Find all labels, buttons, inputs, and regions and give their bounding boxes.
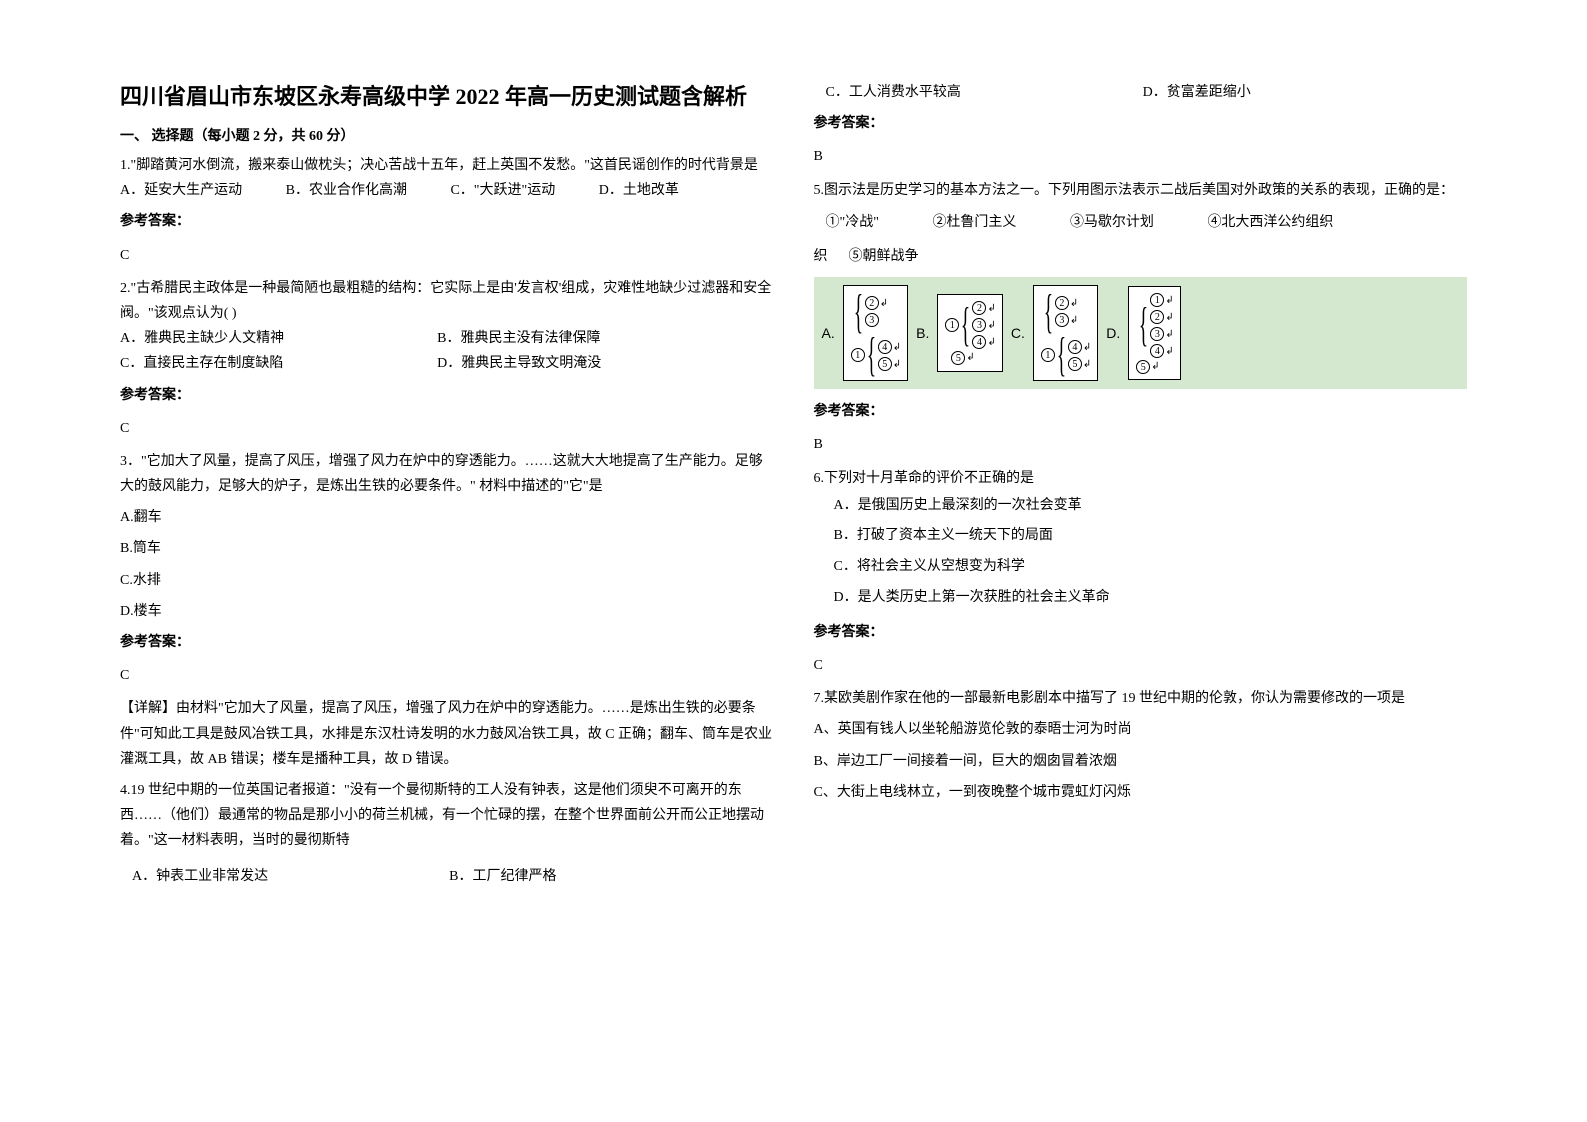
q1-options: A．延安大生产运动 B．农业合作化高潮 C．"大跃进"运动 D．土地改革 <box>120 178 774 203</box>
q1-opt-d: D．土地改革 <box>599 178 679 203</box>
q6-opt-d: D．是人类历史上第一次获胜的社会主义革命 <box>834 583 1468 614</box>
q6-stem: 6.下列对十月革命的评价不正确的是 <box>814 466 1468 491</box>
q5-answer: B <box>814 432 1468 457</box>
q5-diagram-d: {1↲2↲3↲4↲ 5↲ <box>1128 286 1180 380</box>
right-column: C．工人消费水平较高 D．贫富差距缩小 参考答案： B 5.图示法是历史学习的基… <box>794 80 1488 1082</box>
q3-explain: 【详解】由材料"它加大了风量，提高了风压，增强了风力在炉中的穿透能力。……是炼出… <box>120 696 774 772</box>
q7-opt-c: C、大街上电线林立，一到夜晚整个城市霓虹灯闪烁 <box>814 780 1468 805</box>
q4-stem: 4.19 世纪中期的一位英国记者报道："没有一个曼彻斯特的工人没有钟表，这是他们… <box>120 778 774 854</box>
q2-answer-label: 参考答案： <box>120 383 774 408</box>
q6-opt-c: C．将社会主义从空想变为科学 <box>834 552 1468 583</box>
q2-opt-c: C．直接民主存在制度缺陷 <box>120 351 434 376</box>
q5-answer-label: 参考答案： <box>814 399 1468 424</box>
q5-label-a: A. <box>822 325 835 341</box>
q4-answer: B <box>814 144 1468 169</box>
q1-stem: 1."脚踏黄河水倒流，搬来泰山做枕头；决心苦战十五年，赶上英国不发愁。"这首民谣… <box>120 153 774 178</box>
q3-stem: 3．"它加大了风量，提高了风压，增强了风力在炉中的穿透能力。……这就大大地提高了… <box>120 449 774 499</box>
q3-answer-label: 参考答案： <box>120 630 774 655</box>
q7-opt-b: B、岸边工厂一间接着一间，巨大的烟囱冒着浓烟 <box>814 749 1468 774</box>
q4-answer-label: 参考答案： <box>814 111 1468 136</box>
q5-c2: ②杜鲁门主义 <box>932 209 1016 237</box>
q2-answer: C <box>120 416 774 441</box>
q3-answer: C <box>120 663 774 688</box>
q1-answer-label: 参考答案： <box>120 209 774 234</box>
q6-opt-a: A．是俄国历史上最深刻的一次社会变革 <box>834 491 1468 522</box>
q2-opt-b: B．雅典民主没有法律保障 <box>437 326 751 351</box>
q2-opt-a: A．雅典民主缺少人文精神 <box>120 326 434 351</box>
q5-circled-items: ①"冷战" ②杜鲁门主义 ③马歇尔计划 ④北大西洋公约组织 <box>826 209 1468 237</box>
q5-label-b: B. <box>916 325 929 341</box>
q7-opt-a: A、英国有钱人以坐轮船游览伦敦的泰晤士河为时尚 <box>814 717 1468 742</box>
q1-opt-a: A．延安大生产运动 <box>120 178 242 203</box>
q5-label-d: D. <box>1106 325 1120 341</box>
q5-c5: ⑤朝鲜战争 <box>849 249 919 264</box>
q2-options: A．雅典民主缺少人文精神 B．雅典民主没有法律保障 C．直接民主存在制度缺陷 D… <box>120 326 774 376</box>
q6-answer: C <box>814 653 1468 678</box>
q3-opt-a: A.翻车 <box>120 505 774 530</box>
exam-title: 四川省眉山市东坡区永寿高级中学 2022 年高一历史测试题含解析 <box>120 80 774 113</box>
section-header: 一、 选择题（每小题 2 分，共 60 分） <box>120 125 774 145</box>
q5-c1: ①"冷战" <box>826 209 879 237</box>
q2-opt-d: D．雅典民主导致文明淹没 <box>437 351 751 376</box>
q6-answer-label: 参考答案： <box>814 620 1468 645</box>
q4-opt-d: D．贫富差距缩小 <box>1143 80 1457 105</box>
q6-opt-b: B．打破了资本主义一统天下的局面 <box>834 521 1468 552</box>
q4-opt-c: C．工人消费水平较高 <box>826 80 1140 105</box>
q7-stem: 7.某欧美剧作家在他的一部最新电影剧本中描写了 19 世纪中期的伦敦，你认为需要… <box>814 686 1468 711</box>
q1-answer: C <box>120 243 774 268</box>
q5-diagram-a: {2↲3 1{4↲5↲ <box>843 285 908 381</box>
q2-stem: 2."古希腊民主政体是一种最简陋也最粗糙的结构：它实际上是由'发言权'组成，灾难… <box>120 276 774 326</box>
q5-label-c: C. <box>1011 325 1025 341</box>
q3-opt-c: C.水排 <box>120 568 774 593</box>
q1-opt-b: B．农业合作化高潮 <box>286 178 407 203</box>
q4-options-row1: A．钟表工业非常发达 B．工厂纪律严格 <box>120 864 774 889</box>
q5-c4: ④北大西洋公约组织 <box>1207 209 1333 237</box>
q5-diagram-c: {2↲3↲ 1{4↲5↲ <box>1033 285 1098 381</box>
q5-diagram-b: 1{2↲3↲4↲ 5↲ <box>937 294 1002 372</box>
q5-stem: 5.图示法是历史学习的基本方法之一。下列用图示法表示二战后美国对外政策的关系的表… <box>814 178 1468 203</box>
q3-opt-d: D.楼车 <box>120 599 774 624</box>
q5-diagram-band: A. {2↲3 1{4↲5↲ B. 1{2↲3↲4↲ 5↲ C. {2↲3↲ 1… <box>814 277 1468 389</box>
q3-opt-b: B.筒车 <box>120 536 774 561</box>
q4-opt-a: A．钟表工业非常发达 <box>132 864 446 889</box>
q5-c3: ③马歇尔计划 <box>1070 209 1154 237</box>
q4-opt-b: B．工厂纪律严格 <box>449 864 763 889</box>
q1-opt-c: C．"大跃进"运动 <box>450 178 555 203</box>
left-column: 四川省眉山市东坡区永寿高级中学 2022 年高一历史测试题含解析 一、 选择题（… <box>100 80 794 1082</box>
q4-options-row2: C．工人消费水平较高 D．贫富差距缩小 <box>814 80 1468 105</box>
q5-circled-items-2: 织 ⑤朝鲜战争 <box>814 243 1468 271</box>
